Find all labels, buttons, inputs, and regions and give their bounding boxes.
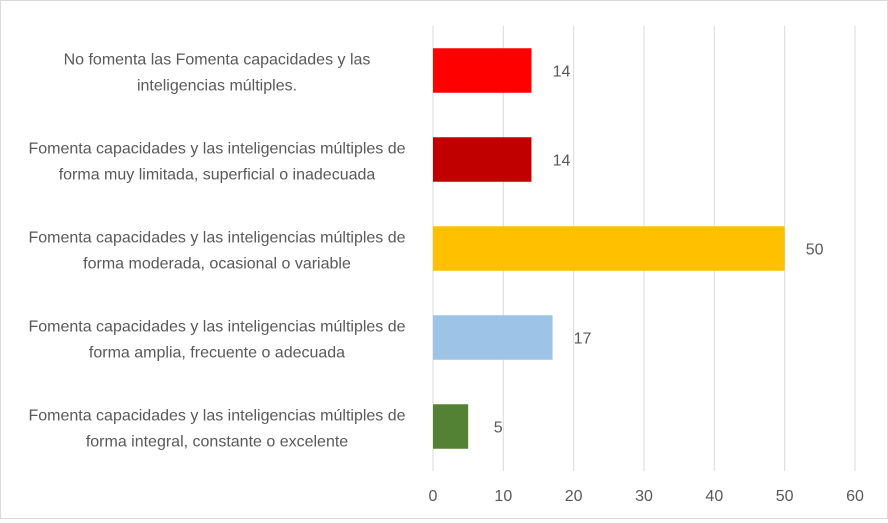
bar: [433, 226, 785, 271]
bar: [433, 48, 532, 93]
bar: [433, 404, 469, 449]
category-label: inteligencias múltiples.: [137, 78, 297, 95]
bar: [433, 137, 532, 182]
x-tick-label: 50: [776, 488, 794, 505]
x-axis: 0 10 20 30 40 50 60: [429, 488, 864, 505]
category-label: Fomenta capacidades y las inteligencias …: [28, 408, 405, 425]
x-tick-label: 60: [846, 488, 864, 505]
data-label: 14: [553, 64, 571, 81]
data-label: 5: [494, 420, 503, 437]
category-label: No fomenta las Fomenta capacidades y las: [64, 52, 371, 69]
category-label: forma integral, constante o excelente: [86, 434, 348, 451]
category-label: Fomenta capacidades y las inteligencias …: [28, 141, 405, 158]
category-label: forma amplia, frecuente o adecuada: [89, 345, 345, 362]
x-tick-label: 30: [635, 488, 653, 505]
category-label: forma moderada, ocasional o variable: [83, 256, 351, 273]
x-tick-label: 40: [705, 488, 723, 505]
data-label: 14: [553, 153, 571, 170]
data-label: 50: [806, 242, 824, 259]
x-tick-label: 10: [494, 488, 512, 505]
x-tick-label: 0: [429, 488, 438, 505]
bars: 14 14 50 17 5: [433, 48, 824, 449]
category-labels: No fomenta las Fomenta capacidades y las…: [28, 52, 405, 451]
category-label: Fomenta capacidades y las inteligencias …: [28, 230, 405, 247]
data-label: 17: [574, 331, 592, 348]
x-tick-label: 20: [565, 488, 583, 505]
bar: [433, 315, 553, 360]
category-label: forma muy limitada, superficial o inadec…: [59, 167, 376, 184]
category-label: Fomenta capacidades y las inteligencias …: [28, 319, 405, 336]
